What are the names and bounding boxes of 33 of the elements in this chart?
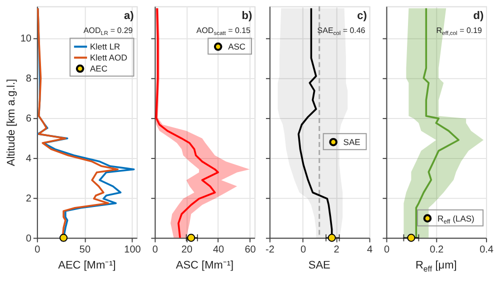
- x-tick-label: 0: [152, 244, 158, 256]
- y-tick-label: 2: [26, 193, 32, 204]
- x-tick-label: 60: [244, 244, 256, 256]
- x-tick-label: 100: [124, 244, 142, 256]
- legend-label: Klett AOD: [90, 52, 128, 63]
- annotation: b): [242, 10, 252, 22]
- y-tick-label: 4: [26, 153, 32, 164]
- x-axis-title: AEC [Mm⁻¹]: [58, 260, 116, 272]
- annotation: a): [124, 10, 134, 22]
- x-tick-label: -2: [266, 244, 275, 256]
- x-tick-label: 20: [181, 244, 193, 256]
- x-tick-label: 0: [300, 244, 306, 256]
- x-tick-label: 0.4: [480, 244, 494, 256]
- y-tick-label: 8: [26, 74, 32, 85]
- y-axis-title: Altitude [km a.g.l.]: [5, 78, 18, 166]
- x-tick-label: 0: [34, 244, 41, 256]
- legend-label: SAE: [343, 137, 361, 148]
- x-tick-label: 0: [384, 244, 390, 256]
- x-tick-label: 40: [213, 244, 225, 256]
- legend-label: ASC: [228, 42, 246, 52]
- x-axis-title: SAE: [308, 260, 330, 272]
- x-tick-label: 50: [79, 244, 91, 256]
- legend-label: AEC: [90, 64, 108, 74]
- x-tick-label: 2: [334, 244, 340, 256]
- x-tick-label: 0.2: [430, 244, 444, 256]
- annotation: d): [473, 10, 484, 22]
- x-axis-title: ASC [Mm⁻¹]: [176, 260, 234, 272]
- y-tick-label: 6: [26, 114, 32, 125]
- y-tick-label: 0: [26, 233, 32, 244]
- y-tick-label: 10: [20, 34, 32, 45]
- annotation: c): [357, 10, 368, 22]
- x-tick-label: 4: [366, 244, 373, 256]
- legend-label: Klett LR: [90, 42, 120, 52]
